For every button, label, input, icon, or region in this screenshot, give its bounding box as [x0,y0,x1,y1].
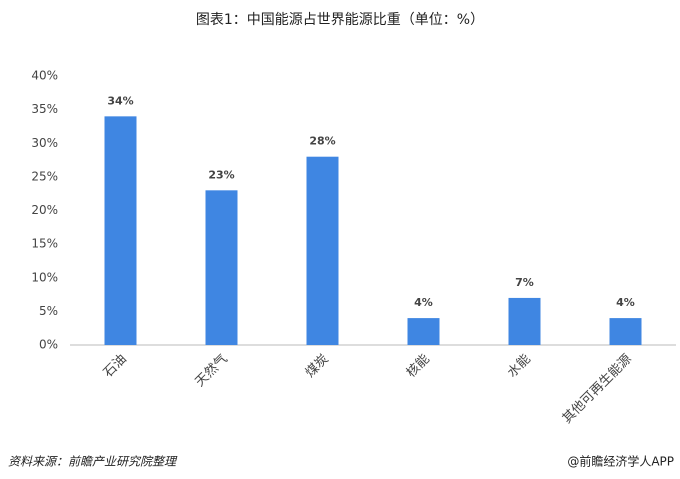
x-tick-label: 天然气 [192,351,231,390]
value-label: 7% [515,276,534,289]
y-tick-label: 20% [31,203,58,217]
value-label: 23% [208,168,234,181]
x-tick-label: 石油 [101,352,130,381]
bar [104,116,137,345]
x-tick-label: 煤炭 [303,352,332,381]
y-tick-label: 0% [39,338,58,352]
x-tick-label: 其他可再生能源 [560,352,635,427]
bar [407,318,440,345]
y-tick-label: 30% [31,136,58,150]
credit: @前瞻经济学人APP [567,454,674,469]
y-tick-label: 25% [31,169,58,183]
value-label: 4% [414,296,433,309]
source: 资料来源：前瞻产业研究院整理 [8,455,178,469]
bar [205,190,238,345]
chart-title: 图表1：中国能源占世界能源比重（单位：%） [196,12,484,28]
value-label: 28% [309,135,335,148]
bar [609,318,642,345]
bar [508,297,541,345]
bar [306,156,339,345]
y-tick-label: 35% [31,102,58,116]
y-tick-label: 10% [31,270,58,284]
value-label: 4% [616,296,635,309]
x-tick-label: 核能 [404,352,433,381]
value-label: 34% [107,94,133,107]
y-tick-label: 15% [31,237,58,251]
y-tick-label: 40% [31,69,58,83]
x-tick-label: 水能 [505,352,534,381]
y-tick-label: 5% [39,304,58,318]
